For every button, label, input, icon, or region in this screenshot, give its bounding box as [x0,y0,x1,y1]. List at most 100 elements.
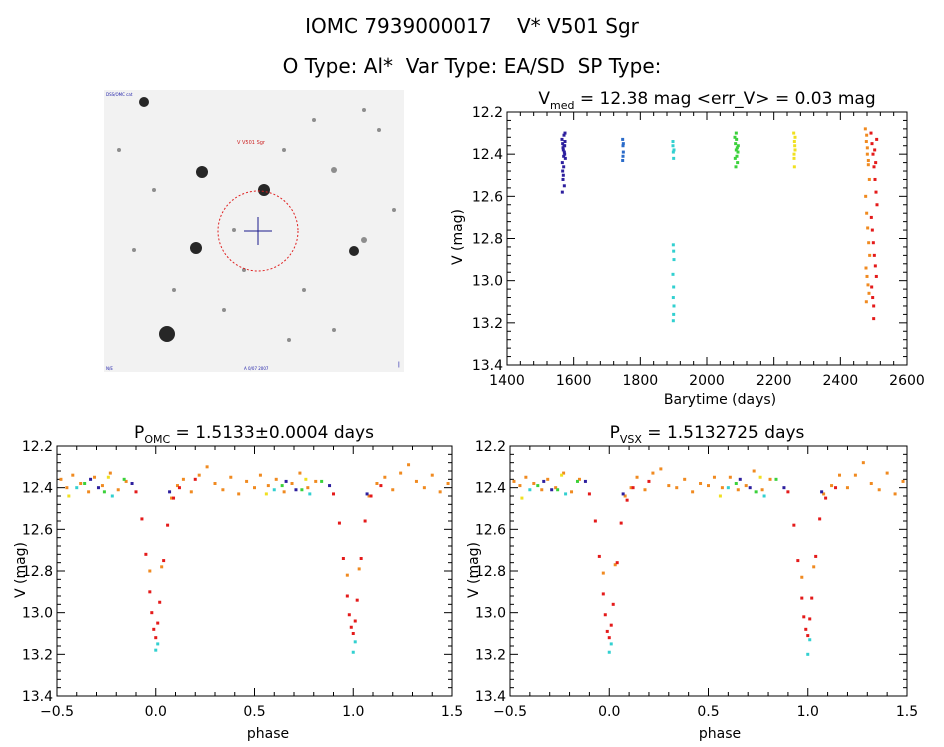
phase-vsx-xlabel: phase [699,726,741,742]
lightcurve-point [864,140,868,144]
phase-omc-point [349,625,353,629]
phase-omc-panel: POMC = 1.5133±0.0004 days phase V (mag) … [13,423,463,742]
phase-vsx-point [786,490,790,494]
finder-star-10 [222,308,226,312]
lightcurve-title: Vmed = 12.38 mag <err_V> = 0.03 mag [538,89,875,112]
phase-omc-point [160,565,164,569]
phase-vsx-point [667,484,671,488]
lightcurve-point [621,144,625,148]
phase-vsx-point [540,488,544,492]
phase-vsx-point [615,561,619,565]
lightcurve-point [871,152,875,156]
phase-omc-point [124,479,128,483]
phase-vsx-point [736,488,740,492]
lightcurve-point [871,296,875,300]
phase-vsx-point [647,479,651,483]
lightcurve-point [621,137,625,141]
phase-vsx-point [601,571,605,575]
phase-omc-ytick-label: 12.8 [22,564,53,580]
lightcurve-point [621,158,625,162]
phase-vsx-title-symbol: P [610,423,620,443]
phase-omc-point [272,488,276,492]
phase-omc-point [353,619,357,623]
phase-vsx-point [520,496,524,500]
phase-omc-point [365,492,369,496]
phase-vsx-point [760,488,764,492]
phase-vsx-xtick-label: 1.0 [797,704,819,720]
phase-omc-point [102,490,106,494]
phase-omc-point [363,519,367,523]
phase-vsx-xtick-label: −0.5 [493,704,527,720]
phase-vsx-point [609,642,613,646]
lightcurve-point [865,211,869,215]
lightcurve-point [874,161,878,165]
lightcurve-xtick-label: 2600 [889,373,925,389]
lightcurve-point [870,228,874,232]
lightcurve-point [672,148,676,152]
lightcurve-point [671,319,675,323]
lightcurve-point [874,190,878,194]
phase-omc-point [320,479,324,483]
phase-vsx-point [758,475,762,479]
phase-omc-point [158,600,162,604]
lightcurve-point [734,142,738,146]
phase-vsx-point [518,484,522,488]
phase-vsx-point [792,523,796,527]
phase-omc-point [258,473,262,477]
phase-vsx-point [901,479,905,483]
phase-omc-point [170,496,174,500]
phase-omc-point [290,482,294,485]
lightcurve-point [735,137,739,141]
lightcurve-point [671,243,675,247]
finder-star-15 [242,268,246,272]
phase-omc-point [359,557,363,560]
lightcurve-point [792,152,796,156]
phase-omc-point [166,523,170,527]
phase-omc-point [391,488,395,492]
phase-omc-point [266,484,270,488]
phase-vsx-point [631,486,635,490]
lightcurve-point [562,133,566,137]
lightcurve-point [873,148,877,152]
lightcurve-point [874,274,878,278]
lightcurve-point [875,137,879,141]
phase-vsx-point [643,488,647,492]
phase-vsx-point [885,471,889,475]
lightcurve-point [865,146,869,150]
lightcurve-point [865,152,869,156]
lightcurve-point [872,304,876,308]
finder-bottom-left-label: N/E [106,366,113,371]
finder-star-19 [392,208,396,212]
lightcurve-title-symbol: V [538,89,550,109]
phase-omc-point [116,488,120,492]
lightcurve-point [671,272,675,276]
phase-vsx-point [570,490,574,494]
phase-vsx-xtick-label: 1.5 [896,704,918,720]
lightcurve-point [672,285,676,289]
lightcurve-ytick-label: 12.4 [472,147,503,163]
phase-vsx-point [577,477,581,481]
phase-omc-point [168,490,172,494]
phase-omc-point [100,484,104,488]
phase-omc-point [438,490,442,494]
phase-omc-point [148,590,152,594]
finder-top-left-label: DSS/OMC cat [106,92,133,97]
lightcurve-point [870,285,874,289]
lightcurve-point [672,312,676,316]
lightcurve-point [563,131,567,135]
lightcurve-point [868,253,872,257]
lightcurve-point [735,146,739,150]
lightcurve-ytick-label: 12.8 [472,232,503,248]
phase-omc-point [134,490,138,494]
phase-vsx-point [820,490,824,494]
phase-omc-point [308,492,312,496]
phase-omc-point [156,621,160,625]
phase-omc-point [130,482,134,485]
page-title: IOMC 7939000017 V* V501 Sgr [305,14,639,38]
phase-vsx-point [625,498,629,502]
lightcurve-ylabel: V (mag) [450,209,466,265]
phase-vsx-point [893,492,897,496]
lightcurve-point [562,184,566,188]
phase-omc-point [197,473,201,477]
lightcurve-point [792,131,796,135]
